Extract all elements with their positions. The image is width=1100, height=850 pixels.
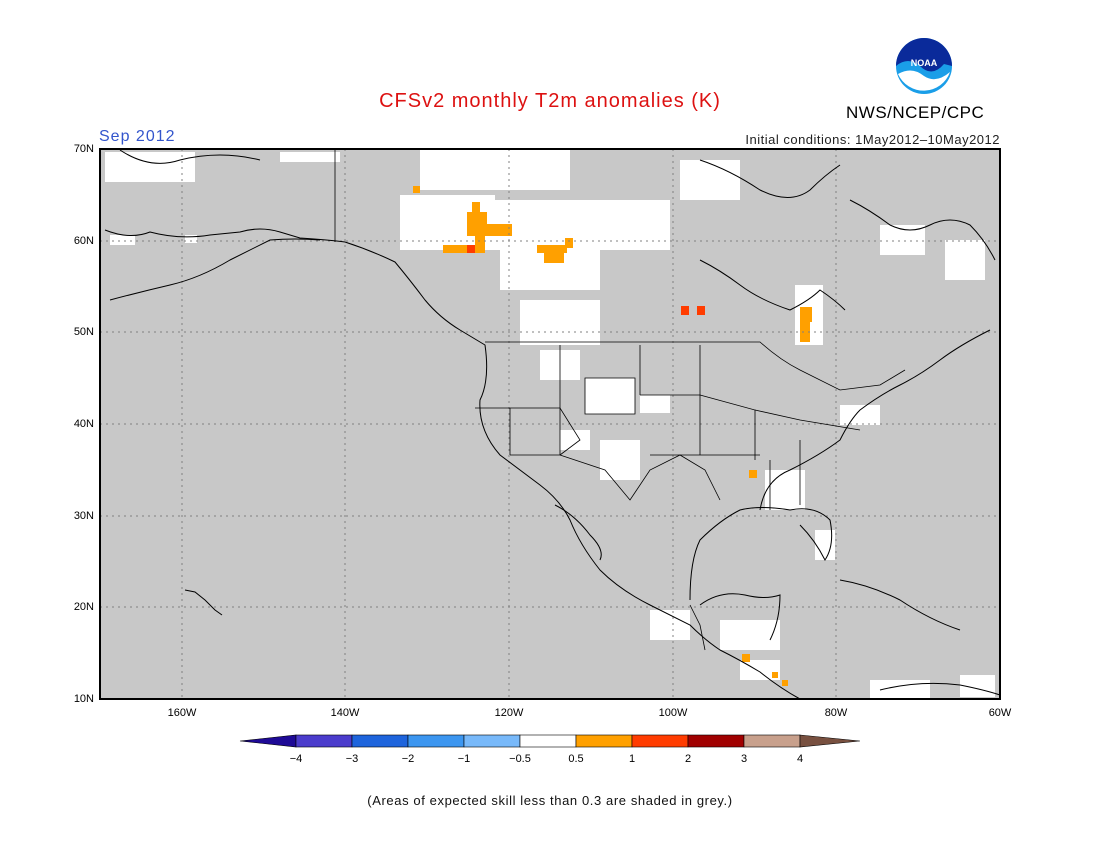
lon-label: 80W xyxy=(824,707,848,719)
colorbar-label: −1 xyxy=(457,753,471,765)
lon-label: 160W xyxy=(167,707,197,719)
lat-label: 10N xyxy=(73,693,94,705)
colorbar-label: 4 xyxy=(796,753,804,765)
colorbar-label: 0.5 xyxy=(568,753,584,765)
coastlines xyxy=(104,149,1001,700)
lat-label: 40N xyxy=(73,418,94,430)
political-boundaries xyxy=(334,149,906,651)
lat-label: 60N xyxy=(73,235,94,247)
forecast-month: Sep 2012 xyxy=(99,128,176,145)
lat-label: 30N xyxy=(73,510,94,522)
positive-anomaly-regions xyxy=(413,186,812,686)
colorbar-label: 2 xyxy=(684,753,692,765)
chart-title: CFSv2 monthly T2m anomalies (K) xyxy=(379,90,721,112)
colorbar xyxy=(239,734,861,748)
colorbar-label: −4 xyxy=(289,753,303,765)
colorbar-label: −2 xyxy=(401,753,415,765)
colorbar-label: −3 xyxy=(345,753,359,765)
lat-label: 70N xyxy=(73,143,94,155)
map-frame xyxy=(99,148,1001,700)
initial-conditions: Initial conditions: 1May2012–10May2012 xyxy=(745,132,1000,147)
skill-note: (Areas of expected skill less than 0.3 a… xyxy=(367,793,733,808)
noaa-logo-icon: NOAA xyxy=(895,37,953,95)
colorbar-low-arrow xyxy=(239,734,297,748)
lon-label: 120W xyxy=(494,707,524,719)
map-panel xyxy=(99,148,1001,700)
logo-text: NOAA xyxy=(911,58,938,68)
colorbar-label: 1 xyxy=(628,753,636,765)
lon-label: 100W xyxy=(658,707,688,719)
strong-positive-anomaly-regions xyxy=(467,245,705,315)
lon-label: 140W xyxy=(330,707,360,719)
colorbar-label: −0.5 xyxy=(509,753,531,765)
map-gridlines xyxy=(100,149,1000,699)
lon-label: 60W xyxy=(988,707,1012,719)
lat-label: 50N xyxy=(73,326,94,338)
colorbar-high-arrow xyxy=(799,734,861,748)
organization-label: NWS/NCEP/CPC xyxy=(846,103,985,122)
lat-label: 20N xyxy=(73,601,94,613)
colorbar-label: 3 xyxy=(740,753,748,765)
